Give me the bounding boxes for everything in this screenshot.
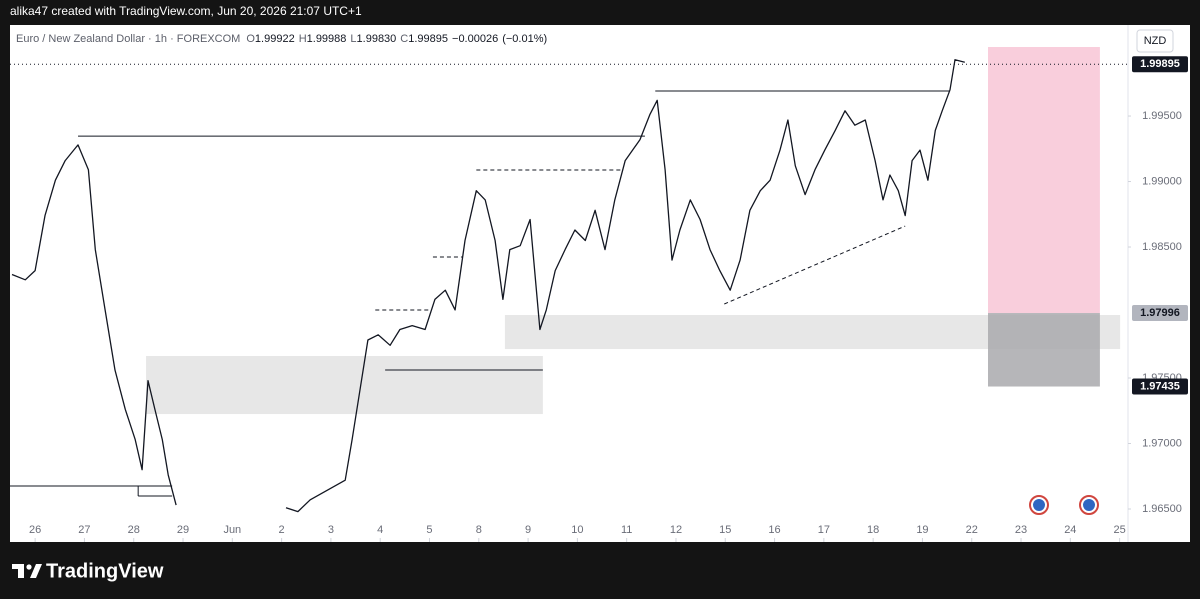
x-tick-label: 28 — [128, 524, 140, 536]
ohlc-value: 1.99988 — [307, 33, 347, 45]
ohlc-label: C — [400, 33, 408, 45]
price-label: 1.97996 — [1140, 307, 1180, 319]
drawing-line — [724, 225, 906, 305]
ohlc-value: 1.99895 — [408, 33, 448, 45]
x-tick-label: 29 — [177, 524, 189, 536]
ohlc-value: 1.99922 — [255, 33, 295, 45]
event-icon-fill — [1033, 499, 1045, 511]
price-axis — [1128, 25, 1190, 542]
logo — [12, 564, 42, 578]
ohlc-value: 1.99830 — [357, 33, 397, 45]
x-tick-label: 4 — [377, 524, 383, 536]
x-tick-label: 11 — [621, 524, 632, 536]
price-label: 1.99895 — [1140, 58, 1180, 70]
ohlc-label: L — [350, 33, 356, 45]
currency[interactable]: NZD — [1144, 35, 1167, 47]
logo-mark — [12, 564, 42, 578]
x-tick-label: 3 — [328, 524, 334, 536]
zone — [146, 356, 543, 415]
x-tick-label: 17 — [818, 524, 830, 536]
x-tick-label: 16 — [768, 524, 780, 536]
x-tick-label: 8 — [476, 524, 482, 536]
y-tick-label: 1.99000 — [1142, 175, 1182, 187]
price-label-box — [1132, 56, 1188, 73]
change-pct: (−0.01%) — [502, 33, 547, 45]
currency-button[interactable] — [1136, 29, 1174, 53]
logo-dot — [26, 564, 32, 570]
x-tick-label: 5 — [426, 524, 432, 536]
x-tick-label: 10 — [571, 524, 583, 536]
axes: 1.965001.970001.975001.985001.990001.995… — [29, 56, 1188, 542]
watermark: alika47 created with TradingView.com, Ju… — [10, 4, 362, 18]
x-tick-label: 19 — [916, 524, 928, 536]
x-tick-label: 22 — [966, 524, 978, 536]
ohlc-label: H — [299, 33, 307, 45]
price-label-box — [1132, 305, 1188, 322]
footer-brand: TradingView — [46, 560, 164, 582]
x-tick-label: 27 — [78, 524, 90, 536]
price-label: 1.97435 — [1140, 380, 1180, 392]
zone — [988, 313, 1100, 387]
x-tick-label: 9 — [525, 524, 531, 536]
event-icons — [1029, 495, 1099, 515]
x-tick-label: Jun — [223, 524, 241, 536]
symbol: Euro / New Zealand Dollar · 1h · FOREXCO… — [16, 33, 240, 45]
x-tick-label: 24 — [1064, 524, 1076, 536]
legend: Euro / New Zealand Dollar · 1h · FOREXCO… — [16, 33, 547, 45]
y-tick-label: 1.98500 — [1142, 241, 1182, 253]
x-tick-label: 12 — [670, 524, 682, 536]
x-tick-label: 15 — [719, 524, 731, 536]
price-label-box — [1132, 378, 1188, 395]
x-tick-label: 23 — [1015, 524, 1027, 536]
event-icon-fill — [1083, 499, 1095, 511]
plot — [10, 47, 1128, 513]
x-tick-label: 26 — [29, 524, 41, 536]
y-tick-label: 1.99500 — [1142, 110, 1182, 122]
x-tick-label: 2 — [279, 524, 285, 536]
x-tick-label: 18 — [867, 524, 879, 536]
change: −0.00026 — [452, 33, 498, 45]
y-tick-label: 1.96500 — [1142, 503, 1182, 515]
y-tick-label: 1.97000 — [1142, 437, 1182, 449]
ohlc-label: O — [246, 33, 255, 45]
x-tick-label: 25 — [1113, 524, 1125, 536]
zone — [988, 47, 1100, 314]
price-line — [11, 59, 965, 513]
